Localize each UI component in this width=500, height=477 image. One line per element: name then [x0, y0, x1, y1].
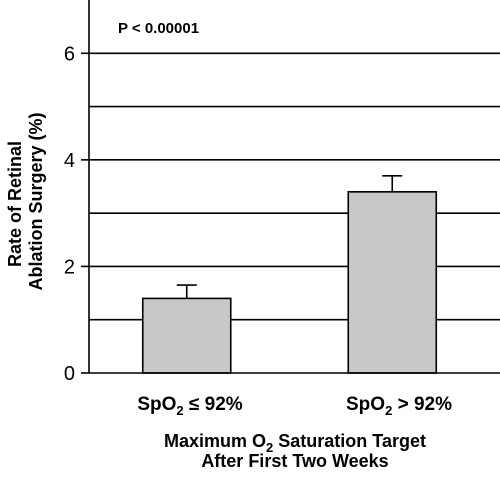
y-axis-title-line-1: Rate of Retinal: [5, 141, 25, 267]
y-axis-title-line-2: Ablation Surgery (%): [26, 112, 46, 290]
annotation-p-value: P < 0.00001: [118, 20, 199, 37]
category-label-low: SpO2 ≤ 92%: [137, 394, 242, 418]
category-label-high: SpO2 > 92%: [346, 394, 452, 418]
y-tick-labels: 0 2 4 6: [64, 43, 75, 385]
bars: [141, 191, 438, 374]
y-tick-label-4: 4: [64, 150, 75, 172]
y-axis-title: Rate of Retinal Ablation Surgery (%): [5, 112, 46, 290]
x-axis-title-line-2: After First Two Weeks: [201, 451, 388, 471]
gridlines: [89, 52, 500, 321]
bar-spo2-low: [141, 297, 232, 374]
error-bars: [176, 175, 403, 299]
y-tick-label-0: 0: [64, 363, 75, 385]
bar-spo2-high: [347, 191, 438, 374]
y-tick-label-2: 2: [64, 256, 75, 278]
y-tick-label-6: 6: [64, 43, 75, 65]
x-axis-title-line-1: Maximum O2 Saturation Target: [164, 431, 426, 455]
axes: [81, 0, 500, 374]
